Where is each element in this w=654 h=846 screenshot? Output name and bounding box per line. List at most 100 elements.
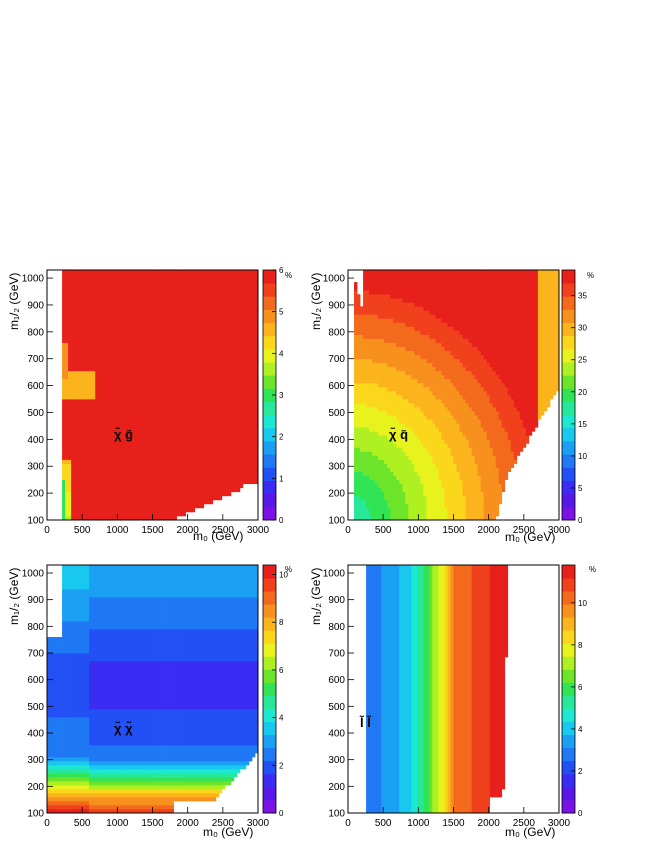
heatmap-cell: [245, 354, 250, 360]
heatmap-cell: [122, 386, 126, 392]
heatmap-cell: [131, 463, 135, 468]
heatmap-cell: [185, 499, 190, 505]
heatmap-cell: [74, 475, 78, 481]
heatmap-cell: [369, 467, 373, 472]
heatmap-cell: [80, 330, 84, 335]
heatmap-cell: [390, 358, 394, 364]
heatmap-cell: [381, 310, 385, 315]
heatmap-cell: [209, 302, 214, 307]
heatmap-cell: [188, 395, 193, 400]
heatmap-cell: [390, 403, 394, 408]
heatmap-cell: [149, 455, 153, 460]
heatmap-cell: [369, 411, 373, 416]
x-tick-label: 2500: [212, 525, 235, 536]
heatmap-cell: [372, 326, 376, 331]
heatmap-cell: [146, 346, 150, 351]
heatmap-cell: [134, 439, 138, 444]
heatmap-cell: [218, 338, 223, 343]
heatmap-cell: [218, 358, 223, 364]
heatmap-cell: [161, 479, 165, 485]
heatmap-cell: [387, 338, 391, 343]
heatmap-cell: [110, 390, 114, 396]
heatmap-cell: [167, 407, 171, 412]
heatmap-cell: [176, 419, 180, 424]
heatmap-cell: [242, 390, 247, 396]
heatmap-cell: [113, 443, 117, 448]
heatmap-cell: [107, 415, 111, 420]
heatmap-cell: [77, 427, 81, 432]
heatmap-cell: [191, 507, 196, 513]
heatmap-cell: [68, 362, 72, 368]
heatmap-cell: [396, 354, 400, 360]
heatmap-cell: [360, 342, 364, 347]
heatmap-cell: [86, 403, 90, 408]
heatmap-cell: [354, 427, 358, 432]
heatmap-cell: [212, 415, 217, 420]
heatmap-cell: [390, 354, 394, 360]
heatmap-cell: [155, 415, 159, 420]
heatmap-cell: [396, 427, 400, 432]
heatmap-cell: [230, 431, 235, 436]
heatmap-cell: [131, 503, 135, 509]
heatmap-cell: [224, 274, 229, 279]
heatmap-cell: [176, 475, 180, 481]
heatmap-cell: [116, 503, 120, 509]
heatmap-cell: [215, 294, 220, 299]
heatmap-cell: [182, 407, 186, 412]
heatmap-cell: [134, 314, 138, 319]
heatmap-cell: [197, 306, 202, 311]
heatmap-cell: [92, 306, 96, 311]
heatmap-cell: [209, 294, 214, 299]
heatmap-cell: [230, 278, 235, 283]
heatmap-cell: [77, 415, 81, 420]
heatmap-cell: [357, 423, 361, 428]
heatmap-cell: [170, 483, 174, 489]
heatmap-cell: [378, 443, 382, 448]
heatmap-cell: [209, 298, 214, 303]
heatmap-cell: [89, 298, 93, 303]
heatmap-cell: [230, 318, 235, 323]
heatmap-cell: [62, 302, 66, 307]
heatmap-cell: [95, 503, 99, 509]
heatmap-cell: [158, 415, 162, 420]
heatmap-cell: [239, 374, 244, 380]
heatmap-cell: [357, 411, 361, 416]
heatmap-cell: [152, 298, 156, 303]
heatmap-cell: [101, 298, 105, 303]
heatmap-cell: [248, 342, 253, 347]
heatmap-cell: [146, 298, 150, 303]
heatmap-cell: [137, 479, 141, 485]
heatmap-cell: [206, 298, 211, 303]
heatmap-cell: [68, 294, 72, 299]
heatmap-cell: [92, 358, 96, 364]
heatmap-cell: [104, 395, 108, 400]
heatmap-cell: [155, 362, 159, 368]
heatmap-cell: [158, 435, 162, 440]
heatmap-cell: [62, 362, 66, 368]
heatmap-cell: [152, 463, 156, 468]
heatmap-cell: [137, 499, 141, 505]
heatmap-cell: [77, 334, 81, 339]
heatmap-cell: [357, 479, 361, 485]
heatmap-cell: [71, 423, 75, 428]
heatmap-cell: [218, 475, 223, 481]
heatmap-cell: [86, 322, 90, 327]
heatmap-cell: [233, 455, 238, 460]
heatmap-cell: [134, 471, 138, 476]
heatmap-cell: [182, 395, 186, 400]
heatmap-cell: [119, 286, 123, 291]
heatmap-cell: [354, 467, 358, 472]
heatmap-cell: [182, 350, 186, 356]
heatmap-cell: [363, 495, 367, 501]
heatmap-cell: [179, 479, 183, 485]
heatmap-cell: [221, 302, 226, 307]
heatmap-cell: [86, 411, 90, 416]
heatmap-cell: [176, 270, 180, 275]
heatmap-cell: [62, 278, 66, 283]
heatmap-cell: [185, 443, 190, 448]
heatmap-cell: [209, 399, 214, 404]
heatmap-cell: [215, 471, 220, 476]
heatmap-cell: [375, 270, 379, 275]
heatmap-cell: [140, 298, 144, 303]
heatmap-cell: [224, 354, 229, 360]
